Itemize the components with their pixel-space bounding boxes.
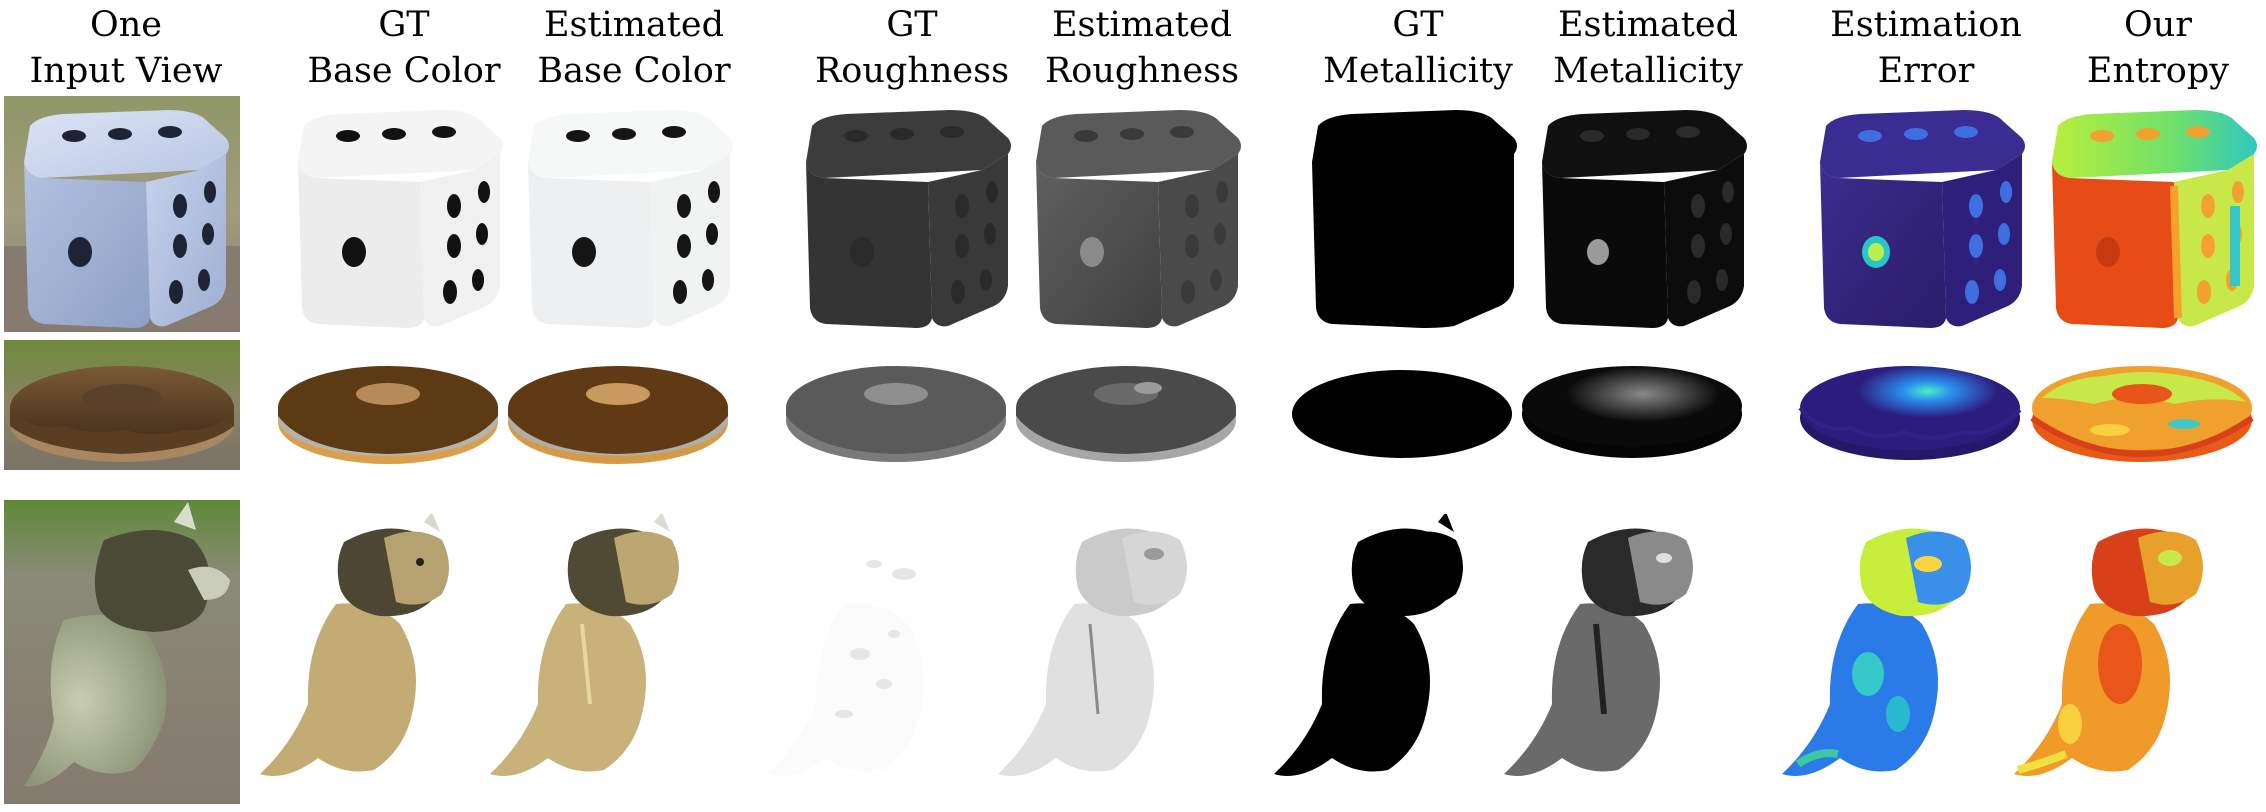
dinosaur-estimated-metallicity xyxy=(1500,514,1736,804)
dinosaur-gt-metallicity xyxy=(1270,514,1506,804)
dice-gt-base-color xyxy=(278,96,514,332)
dice-estimated-roughness xyxy=(1016,96,1252,332)
header-gt-roughness: GT Roughness xyxy=(814,5,1010,91)
dice-entropy xyxy=(2032,96,2266,332)
dinosaur-estimation-error xyxy=(1778,514,2014,804)
donut-gt-base-color xyxy=(270,358,506,468)
header-gt-metallicity: GT Metallicity xyxy=(1323,5,1513,91)
donut-estimation-error xyxy=(1792,358,2028,468)
dice-gt-roughness xyxy=(786,96,1022,332)
dice-estimated-metallicity xyxy=(1522,96,1758,332)
dice-input-view xyxy=(4,96,240,332)
dinosaur-gt-base-color xyxy=(256,514,492,804)
donut-gt-roughness xyxy=(778,358,1014,468)
dinosaur-estimated-roughness xyxy=(994,514,1230,804)
header-gt-base-color: GT Base Color xyxy=(307,5,501,91)
dice-gt-metallicity xyxy=(1292,96,1528,332)
dinosaur-estimated-base-color xyxy=(486,514,722,804)
header-estimated-base-color: Estimated Base Color xyxy=(537,5,731,91)
header-estimated-roughness: Estimated Roughness xyxy=(1044,5,1240,91)
header-our-entropy: Our Entropy xyxy=(2086,5,2230,91)
dice-estimated-base-color xyxy=(508,96,744,332)
header-input-view: One Input View xyxy=(29,5,223,91)
dice-estimation-error xyxy=(1800,96,2036,332)
donut-entropy xyxy=(2024,358,2260,468)
donut-estimated-metallicity xyxy=(1514,358,1750,468)
dinosaur-gt-roughness xyxy=(764,514,1000,804)
dinosaur-input-view xyxy=(4,500,240,804)
header-estimation-error: Estimation Error xyxy=(1830,5,2022,91)
donut-input-view xyxy=(4,340,240,470)
dinosaur-entropy xyxy=(2010,514,2246,804)
header-estimated-metallicity: Estimated Metallicity xyxy=(1553,5,1743,91)
donut-estimated-base-color xyxy=(500,358,736,468)
donut-gt-metallicity xyxy=(1284,358,1520,468)
donut-estimated-roughness xyxy=(1008,358,1244,468)
